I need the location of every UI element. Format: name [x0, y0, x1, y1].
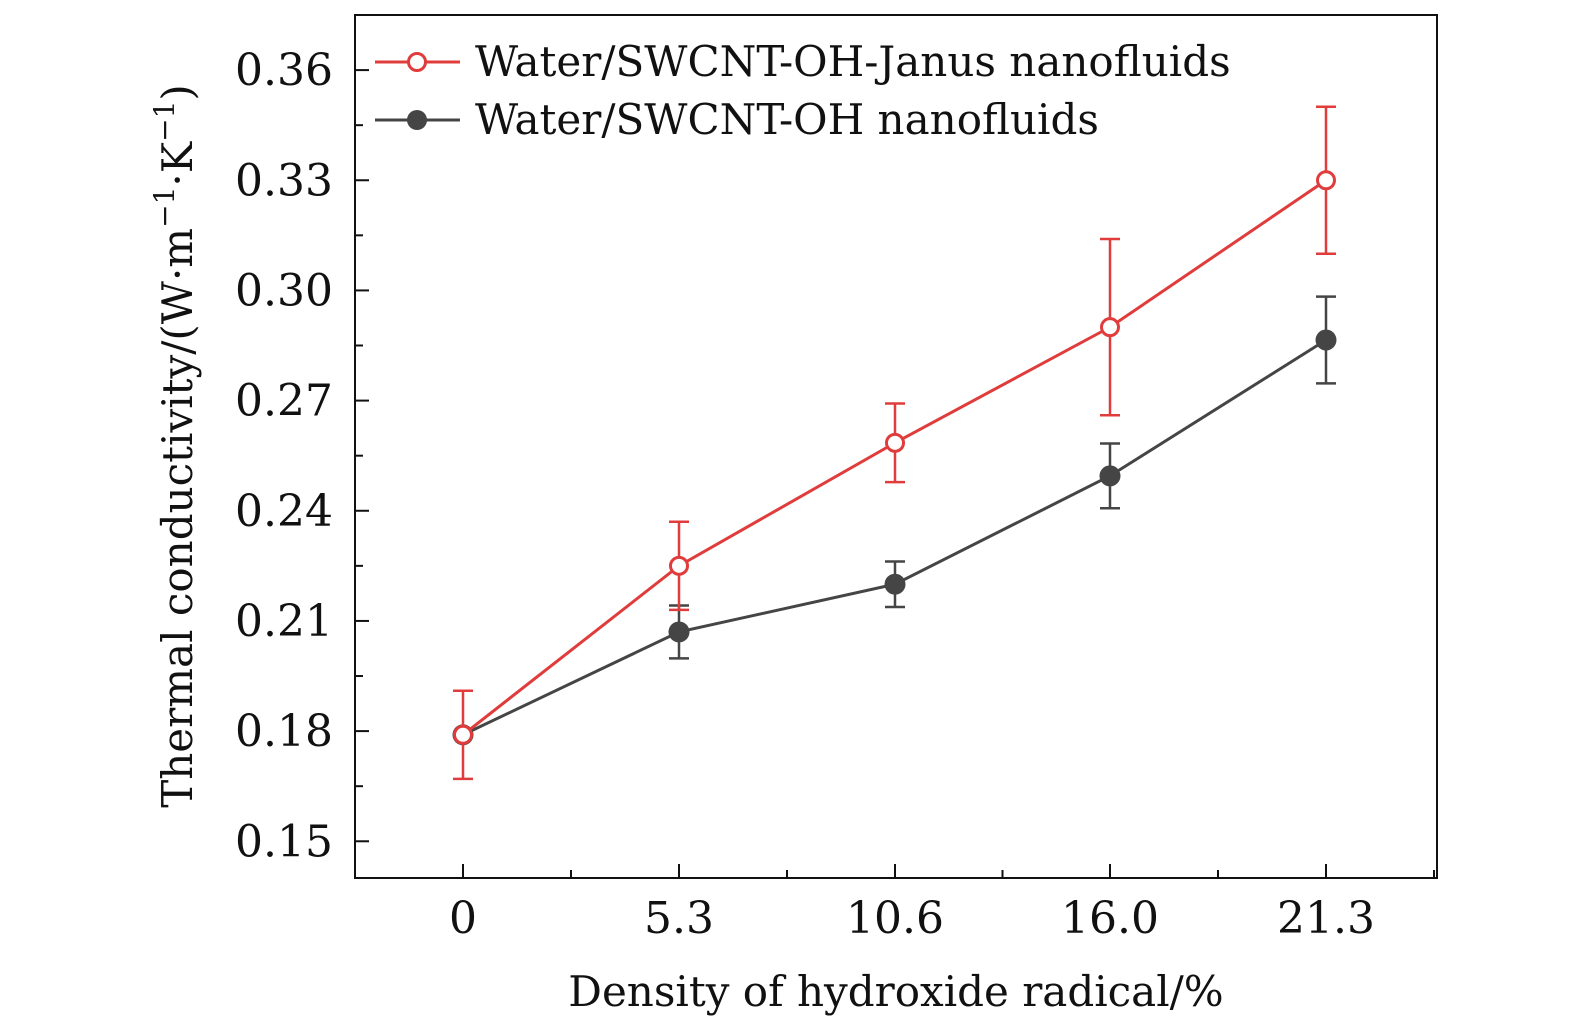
y-axis-title-exp2: −1: [148, 101, 181, 142]
y-tick-label: 0.18: [235, 706, 333, 757]
series-layer: [452, 105, 1337, 781]
x-tick-label: 21.3: [1277, 893, 1375, 944]
legend: Water/SWCNT-OH-Janus nanofluids Water/SW…: [375, 37, 1231, 144]
series-line: [462, 338, 1327, 737]
legend-marker-swcnt-oh: [407, 110, 427, 130]
x-tick-label: 5.3: [644, 893, 714, 944]
legend-label-janus: Water/SWCNT-OH-Janus nanofluids: [475, 37, 1231, 86]
x-axis-title: Density of hydroxide radical/%: [568, 967, 1223, 1016]
data-point: [1316, 170, 1336, 191]
legend-label-swcnt-oh: Water/SWCNT-OH nanofluids: [475, 95, 1099, 144]
y-tick-label: 0.27: [235, 376, 333, 427]
y-tick-label: 0.15: [235, 816, 333, 867]
x-tick-label: 0: [449, 893, 477, 944]
series-1: [452, 295, 1337, 746]
x-tick-label: 10.6: [846, 893, 944, 944]
y-axis-title-main: Thermal conductivity/(W·m: [153, 228, 202, 808]
legend-marker-janus: [407, 52, 427, 72]
x-tick-label: 16.0: [1061, 893, 1159, 944]
x-tick-labels: 0 5.3 10.6 16.0 21.3: [449, 893, 1375, 944]
y-tick-labels: 0.15 0.18 0.21 0.24 0.27 0.30 0.33 0.36: [235, 45, 333, 867]
series-0: [453, 105, 1336, 781]
y-axis-title-exp1: −1: [148, 187, 181, 228]
data-point: [1315, 329, 1337, 351]
data-point: [1099, 465, 1121, 487]
y-axis-title-close: ): [153, 84, 202, 100]
y-tick-label: 0.33: [235, 155, 333, 206]
data-point: [669, 555, 689, 576]
y-tick-label: 0.21: [235, 596, 333, 647]
y-tick-label: 0.24: [235, 486, 333, 537]
y-axis-title-k: ·K: [153, 140, 202, 186]
axis-ticks: [355, 69, 1435, 878]
data-point: [1100, 317, 1120, 338]
y-axis-title: Thermal conductivity/(W·m−1·K−1): [148, 84, 202, 808]
data-point: [885, 432, 905, 453]
data-point: [884, 573, 906, 595]
data-point: [453, 724, 473, 745]
y-tick-label: 0.30: [235, 265, 333, 316]
y-tick-label: 0.36: [235, 45, 333, 96]
data-point: [668, 621, 690, 643]
